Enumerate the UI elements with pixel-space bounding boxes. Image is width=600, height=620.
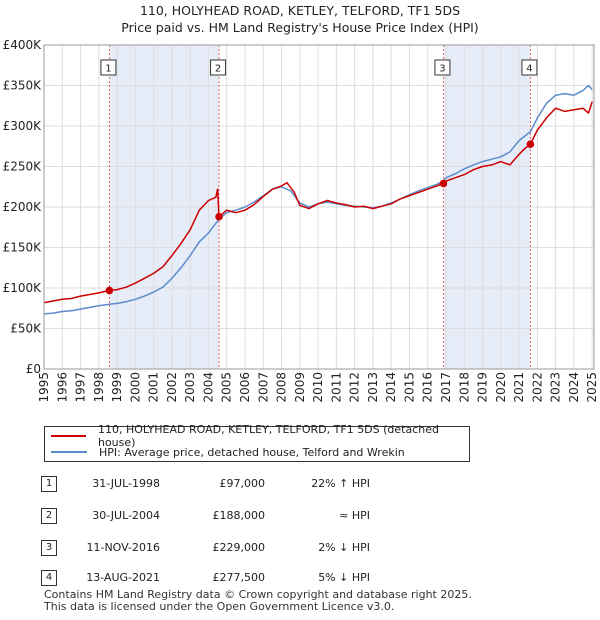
x-tick-label: 2004 [201,372,215,403]
footer: Contains HM Land Registry data © Crown c… [44,589,472,613]
chart-title: 110, HOLYHEAD ROAD, KETLEY, TELFORD, TF1… [0,2,600,36]
transaction-hpi: 2% ↓ HPI [318,541,370,554]
x-tick-label: 2000 [128,372,142,403]
transaction-number-badge: 2 [41,508,57,524]
transaction-price: £229,000 [212,541,266,554]
transaction-hpi: ≈ HPI [339,509,370,522]
chart-title-line1: 110, HOLYHEAD ROAD, KETLEY, TELFORD, TF1… [139,3,461,18]
marker-box-label-3: 3 [439,64,445,75]
transaction-date: 30-JUL-2004 [92,509,160,522]
sale-point-3 [439,179,448,188]
x-tick-label: 2019 [476,372,490,403]
footer-line1: Contains HM Land Registry data © Crown c… [44,588,472,601]
chart-title-line2: Price paid vs. HM Land Registry's House … [121,20,479,35]
x-tick-label: 2003 [183,372,197,403]
transaction-number-badge: 1 [41,476,57,492]
x-tick-label: 2012 [348,372,362,403]
x-tick-label: 2010 [311,372,325,403]
transaction-date: 11-NOV-2016 [86,541,160,554]
y-tick-label: £50K [10,322,42,336]
transaction-row: 4 13-AUG-2021 £277,500 5% ↓ HPI [0,568,600,588]
legend: 110, HOLYHEAD ROAD, KETLEY, TELFORD, TF1… [44,423,470,462]
sale-point-1 [105,286,114,295]
transaction-price: £97,000 [219,477,266,490]
marker-box-label-1: 1 [105,64,111,75]
x-tick-label: 1995 [37,372,51,403]
x-tick-label: 2002 [165,372,179,403]
y-tick-label: £300K [3,119,43,133]
y-tick-label: £0 [26,362,41,376]
y-tick-label: £150K [3,241,43,255]
legend-entry-property: 110, HOLYHEAD ROAD, KETLEY, TELFORD, TF1… [51,423,469,449]
x-tick-label: 2015 [402,372,416,403]
x-tick-label: 1996 [55,372,69,403]
y-tick-label: £200K [3,200,43,214]
marker-box-2 [210,59,227,76]
price-chart: 1 2 3 4 £0 £50K £100K £150K £200K £250K £300K £350K… [3,38,600,403]
legend-hpi-swatch [51,451,87,453]
transaction-row: 2 30-JUL-2004 £188,000 ≈ HPI [0,506,600,526]
x-tick-label: 2013 [366,372,380,403]
x-tick-label: 2005 [220,372,234,403]
x-tick-label: 2023 [549,372,563,403]
x-tick-label: 2001 [147,372,161,403]
x-tick-label: 2021 [512,372,526,403]
y-tick-label: £400K [3,38,43,52]
x-tick-label: 2009 [293,372,307,403]
sale-point-2 [215,212,223,221]
legend-entry-hpi: HPI: Average price, detached house, Telf… [51,444,405,460]
x-tick-label: 1998 [92,372,106,403]
plot-frame [43,44,595,370]
x-tick-label: 2014 [384,372,398,403]
marker-box-3 [434,59,451,76]
marker-box-label-2: 2 [215,64,221,75]
marker-box-4 [521,59,538,76]
property-price-line [43,101,593,304]
hpi-line [43,84,593,315]
legend-property-swatch [51,435,86,437]
transaction-price: £277,500 [212,571,266,584]
x-tick-label: 2008 [275,372,289,403]
y-tick-label: £350K [3,79,43,93]
transaction-number-badge: 4 [41,570,57,586]
y-tick-label: £100K [3,281,43,295]
x-tick-label: 2011 [329,372,343,403]
transaction-price: £188,000 [212,509,266,522]
legend-hpi-label: HPI: Average price, detached house, Telf… [99,445,405,459]
transaction-hpi: 5% ↓ HPI [318,571,370,584]
x-tick-label: 2025 [585,372,599,403]
x-tick-label: 2024 [567,372,581,403]
sale-point-4 [526,140,535,149]
x-tick-label: 2018 [457,372,471,403]
x-tick-label: 1997 [74,372,88,403]
x-tick-label: 1999 [110,372,124,403]
transaction-date: 13-AUG-2021 [86,571,160,584]
x-tick-label: 2007 [256,372,270,403]
x-tick-label: 2022 [530,372,544,403]
transaction-row: 1 31-JUL-1998 £97,000 22% ↑ HPI [0,474,600,494]
transaction-date: 31-JUL-1998 [92,477,160,490]
transaction-number-badge: 3 [41,540,57,556]
marker-box-1 [100,59,117,76]
x-tick-label: 2006 [238,372,252,403]
x-tick-label: 2017 [439,372,453,403]
legend-property-label: 110, HOLYHEAD ROAD, KETLEY, TELFORD, TF1… [97,423,440,449]
x-tick-label: 2020 [494,372,508,403]
y-tick-label: £250K [3,160,43,174]
transaction-hpi: 22% ↑ HPI [311,477,370,490]
marker-box-label-4: 4 [526,64,532,75]
transaction-row: 3 11-NOV-2016 £229,000 2% ↓ HPI [0,538,600,558]
x-tick-label: 2016 [421,372,435,403]
footer-line2: This data is licensed under the Open Gov… [44,600,395,613]
